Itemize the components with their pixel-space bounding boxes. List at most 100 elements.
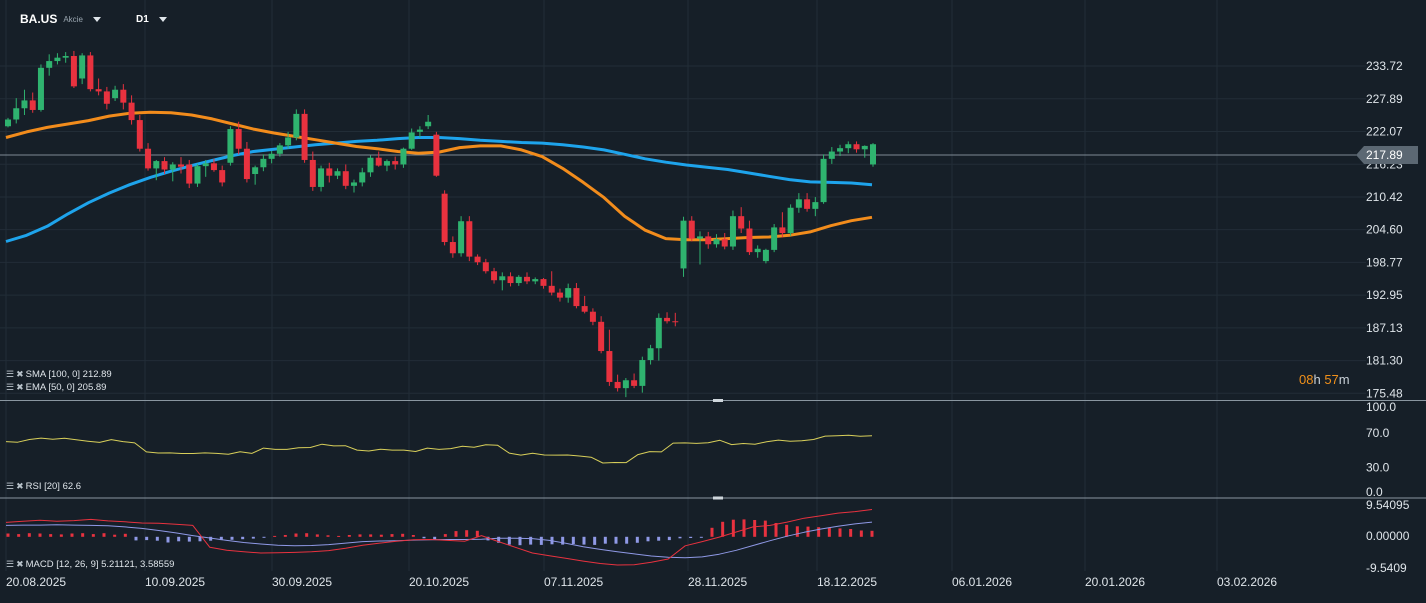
candle-body [581,306,588,312]
candle [515,275,522,286]
settings-icon[interactable]: ☰ [6,369,14,379]
candle [622,378,629,398]
macd-histogram-bar [710,527,714,537]
candle [820,154,827,204]
candle [524,272,530,285]
candle-body [13,108,20,120]
candle-body [639,360,646,386]
candle-body [416,129,423,132]
macd-histogram-bar [859,530,863,537]
macd-histogram-bar [443,534,447,537]
price-axis: 233.72227.89222.07216.23210.42204.60198.… [1356,59,1418,575]
macd-histogram-bar [6,533,10,537]
candle-body [21,100,28,109]
rsi-tick-label: 100.0 [1366,400,1396,414]
candle [499,272,506,291]
candle-body [243,148,250,180]
close-icon[interactable]: ✖ [16,559,23,569]
macd-histogram-bar [603,536,607,544]
candle-body [202,163,209,167]
close-icon[interactable]: ✖ [16,382,23,392]
sma-legend[interactable]: ☰ ✖ SMA [100, 0] 212.89 [6,369,112,380]
candle [771,224,778,253]
chevron-down-icon[interactable] [158,16,167,22]
close-icon[interactable]: ✖ [16,369,23,379]
candle [853,141,860,153]
price-tick-label: 227.89 [1366,92,1403,106]
timeframe-selector[interactable]: D1 [136,10,167,28]
macd-histogram-bar [678,536,682,539]
candle [46,54,53,76]
macd-histogram-bar [59,534,63,537]
candle [318,165,325,192]
macd-histogram-bar [539,536,543,545]
candle-body [631,380,638,386]
macd-histogram-bar [209,536,213,541]
candle-body [828,151,835,159]
chevron-down-icon[interactable] [92,16,101,22]
candle [705,231,712,249]
macd-histogram-bar [155,536,159,541]
date-tick-label: 30.09.2025 [272,575,332,589]
candle [359,167,366,187]
candle [235,121,242,155]
candle [178,157,184,174]
macd-histogram-bar [198,536,202,542]
countdown-minutes-unit: m [1338,372,1350,387]
price-tick-label: 181.30 [1366,354,1403,368]
candle-body [729,216,736,247]
macd-histogram-bar [251,536,255,539]
ema-legend[interactable]: ☰ ✖ EMA [50, 0] 205.89 [6,382,106,393]
close-icon[interactable]: ✖ [16,481,23,491]
rsi-legend[interactable]: ☰ ✖ RSI [20] 62.6 [6,481,81,492]
candle-body [408,132,415,149]
candle [103,86,110,110]
candle-body [136,120,143,149]
rsi-pane [5,434,873,464]
price-tick-label: 233.72 [1366,59,1403,73]
macd-histogram-bar [305,533,309,537]
candle-body [556,292,563,298]
rsi-legend-label: RSI [20] 62.6 [25,481,82,492]
last-price-label: 217.89 [1366,148,1403,162]
macd-histogram-bar [219,536,223,541]
countdown-hours: 08 [1299,372,1314,387]
date-tick-label: 20.01.2026 [1085,575,1145,589]
date-tick-label: 18.12.2025 [817,575,877,589]
settings-icon[interactable]: ☰ [6,559,14,569]
candle [70,50,77,89]
macd-histogram-bar [753,520,757,537]
macd-legend[interactable]: ☰ ✖ MACD [12, 26, 9] 5.21121, 3.58559 [6,559,174,570]
candle-body [804,199,811,209]
candle [227,126,234,166]
price-tick-label: 175.48 [1366,386,1403,400]
candle-body [482,262,489,272]
candle-body [153,161,160,169]
macd-pane [5,509,874,566]
symbol-selector[interactable]: BA.US Akcie [20,10,101,28]
candle-body [186,164,193,184]
candle-body [787,207,794,234]
candle [21,89,28,116]
candle-body [738,216,745,229]
candle-body [37,67,44,110]
candle-body [614,381,621,389]
candle [13,98,20,124]
macd-histogram-bar [635,536,639,543]
candle-body [845,144,852,149]
candle-body [342,171,349,186]
candle-body [680,220,687,269]
settings-icon[interactable]: ☰ [6,382,14,392]
candle [416,126,423,138]
candle [466,216,473,262]
macd-histogram-bar [518,536,522,546]
candle-body [309,159,316,187]
candle [400,147,407,168]
candle-body [458,221,465,254]
candle-body [795,199,802,208]
candle-body [351,182,357,186]
settings-icon[interactable]: ☰ [6,481,14,491]
candle [408,128,415,150]
